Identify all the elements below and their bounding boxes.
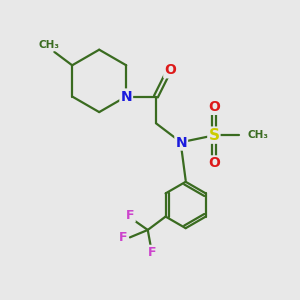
Text: CH₃: CH₃ bbox=[248, 130, 268, 140]
Text: O: O bbox=[164, 63, 176, 77]
Text: F: F bbox=[126, 208, 135, 222]
Text: O: O bbox=[208, 100, 220, 114]
Text: F: F bbox=[119, 231, 128, 244]
Text: F: F bbox=[148, 246, 157, 259]
Text: S: S bbox=[208, 128, 219, 142]
Text: CH₃: CH₃ bbox=[38, 40, 59, 50]
Text: N: N bbox=[120, 89, 132, 103]
Text: N: N bbox=[176, 136, 187, 150]
Text: O: O bbox=[208, 156, 220, 170]
